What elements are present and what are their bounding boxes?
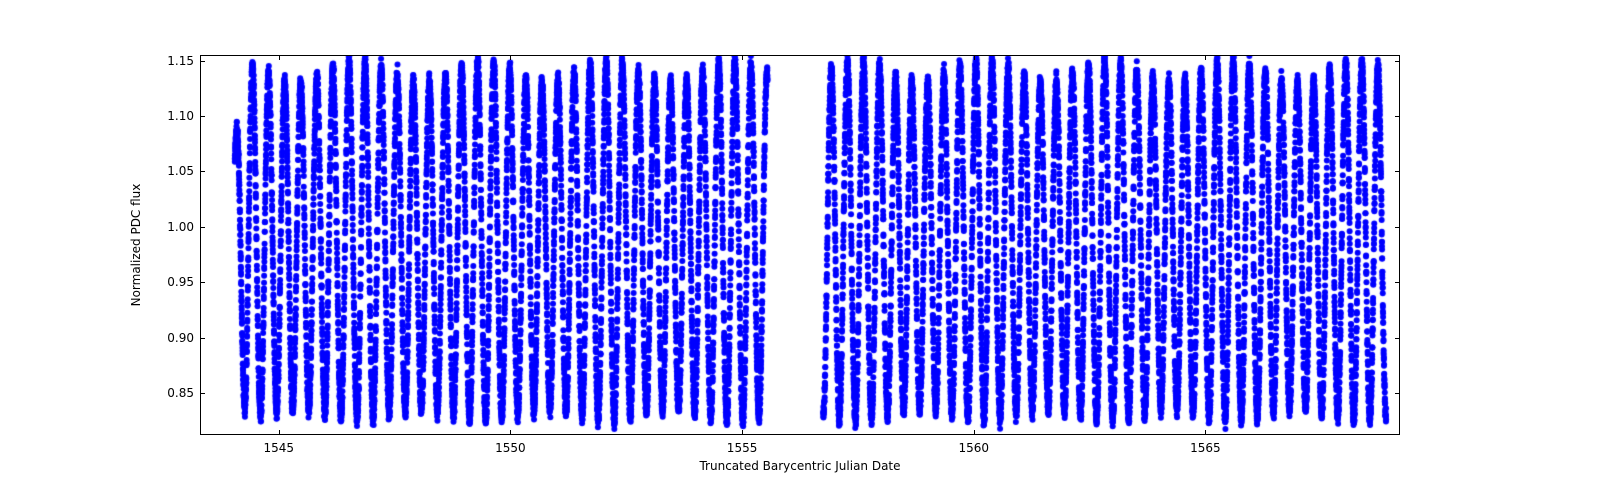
y-tick-label: 1.05 xyxy=(167,164,194,178)
y-tick-label: 1.15 xyxy=(167,54,194,68)
x-tick-label: 1560 xyxy=(958,441,989,455)
x-tick xyxy=(974,430,975,435)
y-tick-label: 0.85 xyxy=(167,386,194,400)
y-tick xyxy=(200,393,205,394)
y-tick xyxy=(200,116,205,117)
scatter-canvas xyxy=(200,55,1400,435)
y-tick xyxy=(200,61,205,62)
y-tick-label: 0.90 xyxy=(167,331,194,345)
x-tick xyxy=(1205,430,1206,435)
x-tick xyxy=(510,55,511,60)
y-tick-label: 0.95 xyxy=(167,275,194,289)
x-tick-label: 1550 xyxy=(495,441,526,455)
y-tick xyxy=(200,171,205,172)
plot-axes: 154515501555156015650.850.900.951.001.05… xyxy=(200,55,1400,435)
y-tick xyxy=(1395,338,1400,339)
y-axis-label: Normalized PDC flux xyxy=(129,184,143,307)
y-tick-label: 1.00 xyxy=(167,220,194,234)
x-tick xyxy=(742,430,743,435)
x-tick-label: 1555 xyxy=(727,441,758,455)
x-tick xyxy=(974,55,975,60)
x-tick xyxy=(279,430,280,435)
y-tick xyxy=(200,227,205,228)
y-tick-label: 1.10 xyxy=(167,109,194,123)
x-tick-label: 1545 xyxy=(263,441,294,455)
y-tick xyxy=(1395,116,1400,117)
x-tick xyxy=(742,55,743,60)
y-tick xyxy=(1395,227,1400,228)
x-axis-label: Truncated Barycentric Julian Date xyxy=(699,459,900,473)
y-tick xyxy=(1395,61,1400,62)
x-tick xyxy=(279,55,280,60)
x-tick xyxy=(1205,55,1206,60)
figure: 1545 1550 1555 1560 1565 0.85 0.90 0.95 1.00 1.05… xyxy=(0,0,1600,500)
y-tick xyxy=(1395,393,1400,394)
y-tick xyxy=(1395,282,1400,283)
y-tick xyxy=(200,338,205,339)
x-tick xyxy=(510,430,511,435)
y-tick xyxy=(200,282,205,283)
x-tick-label: 1565 xyxy=(1190,441,1221,455)
y-tick xyxy=(1395,171,1400,172)
